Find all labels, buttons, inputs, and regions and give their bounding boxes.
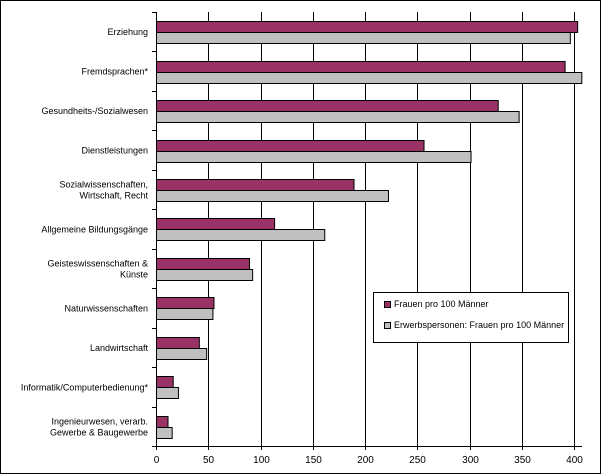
x-tick-label: 300 [462,455,479,466]
x-tick-label: 350 [514,455,531,466]
gridlines [208,12,575,446]
category-label: Landwirtschaft [90,343,149,353]
bar-frauen [156,61,566,73]
bar-frauen [156,179,355,191]
bar-erwerbspersonen [156,72,583,84]
category-label: Gesundheits-/Sozialwesen [41,106,148,116]
legend-label-erwerbspersonen: Erwerbspersonen: Frauen pro 100 Männer [394,320,565,330]
category-label: Allgemeine Bildungsgänge [41,225,148,235]
legend-swatch-erwerbspersonen [384,321,391,329]
bar-erwerbspersonen [156,32,571,44]
category-label: Erziehung [107,27,148,37]
category-label: Wirtschaft, Recht [79,191,148,201]
bar-erwerbspersonen [156,111,520,123]
bar-frauen [156,337,200,349]
x-tick-label: 150 [305,455,322,466]
bar-frauen [156,258,251,270]
category-label: Informatik/Computerbedienung* [21,382,149,392]
bar-erwerbspersonen [156,348,208,360]
x-tick-label: 50 [203,455,215,466]
category-label: Geisteswissenschaften & [47,258,148,268]
x-tick-label: 400 [566,455,583,466]
category-label: Fremdsprachen* [81,67,148,77]
category-label: Ingenieurwesen, verarb. [51,416,148,426]
bar-frauen [156,376,174,388]
legend-item-frauen: Frauen pro 100 Männer [384,299,489,309]
category-label: Dienstleistungen [81,146,148,156]
bar-erwerbspersonen [156,229,326,241]
axes [152,12,582,450]
x-tick-label: 100 [253,455,270,466]
x-tick-labels: 0 50 100 150 200 250 300 350 400 [154,455,584,466]
x-tick-label: 250 [409,455,426,466]
category-label: Künste [120,269,148,279]
bar-frauen [156,297,215,309]
bar-erwerbspersonen [156,387,179,399]
category-label: Naturwissenschaften [64,303,148,313]
bar-erwerbspersonen [156,269,254,281]
legend-swatch-frauen [384,300,391,308]
legend-item-erwerbspersonen: Erwerbspersonen: Frauen pro 100 Männer [384,320,564,330]
x-tick-label: 200 [357,455,374,466]
legend: Frauen pro 100 Männer Erwerbspersonen: F… [373,292,569,343]
bar-erwerbspersonen [156,308,214,320]
bar-frauen [156,100,499,112]
bar-frauen [156,416,169,428]
legend-label-frauen: Frauen pro 100 Männer [394,299,489,309]
bar-erwerbspersonen [156,151,472,163]
category-label: Sozialwissenschaften, [59,180,148,190]
category-label: Gewerbe & Baugewerbe [50,427,148,437]
bar-erwerbspersonen [156,427,173,439]
x-tick-label: 0 [154,455,160,466]
category-labels: Erziehung Fremdsprachen* Gesundheits-/Sozi… [21,27,149,437]
bar-frauen [156,218,276,230]
bar-frauen [156,21,579,33]
bar-frauen [156,140,425,152]
bars [156,21,583,439]
bar-erwerbspersonen [156,190,389,202]
